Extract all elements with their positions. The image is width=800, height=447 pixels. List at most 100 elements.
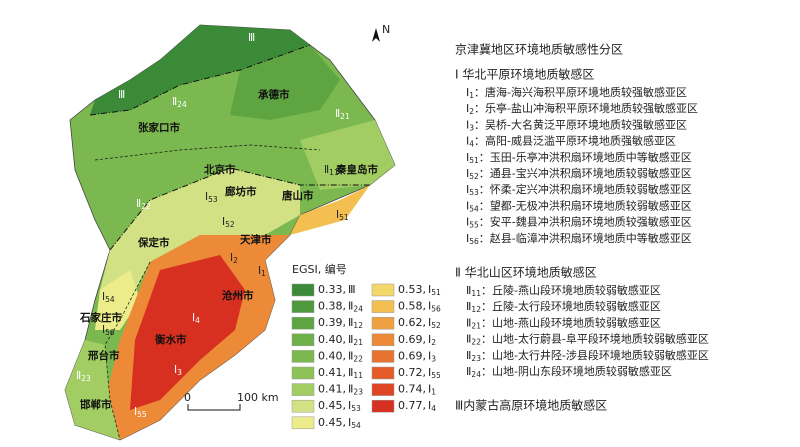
zone-item: Ⅰ52：通县-宝兴冲洪积扇环境地质较弱敏感亚区 (466, 166, 692, 181)
code: Ⅱ (90, 258, 95, 270)
zone-label: Ⅰ4 (192, 312, 200, 325)
code: Ⅱ (466, 316, 471, 329)
code-sub: 51 (469, 156, 479, 165)
legend-swatch (371, 300, 395, 313)
legend-swatch (291, 300, 315, 313)
region-piedmont-south (95, 270, 140, 330)
zone-label: Ⅰ3 (174, 364, 182, 377)
city-label: 廊坊市 (225, 185, 257, 198)
zone-item: Ⅰ2：乐亭-盐山冲海积平原环境地质较强敏感亚区 (466, 101, 698, 116)
zone-label: Ⅰ1 (258, 265, 266, 278)
code-sub: 3 (469, 123, 474, 132)
city-label: 沧州市 (222, 289, 254, 302)
legend-value: 0.74, (398, 383, 426, 396)
code: Ⅱ (466, 349, 471, 362)
zone-label: Ⅰ56 (102, 324, 115, 337)
code: Ⅰ (205, 191, 208, 203)
legend-swatch (291, 333, 315, 347)
city-label: 保定市 (137, 236, 170, 249)
code-sub: 52 (469, 172, 479, 181)
zone-label: Ⅱ23 (76, 370, 91, 383)
code: Ⅲ (118, 89, 125, 101)
code-sub: 51 (339, 213, 349, 222)
zone-description: ：赵县-临漳冲洪积扇环境地质中等敏感亚区 (479, 231, 692, 245)
zone-label: Ⅱ22 (136, 198, 151, 211)
legend-code: Ⅲ (348, 283, 356, 296)
code-sub: 54 (105, 295, 115, 304)
legend-swatch (291, 399, 315, 413)
section-title: Ⅱ 华北山区环境地质敏感区 (455, 265, 597, 280)
scale-bar: 0 100 km (184, 391, 279, 411)
zone-description: ：丘陵-太行段环境地质较弱敏感亚区 (481, 299, 661, 313)
code-sub: 54 (469, 204, 479, 213)
legend-code: Ⅰ2 (428, 333, 436, 347)
code: Ⅰ (428, 333, 431, 346)
code: Ⅰ (466, 151, 469, 164)
zone-description: ：唐海-海兴海积平原环境地质较强敏感亚区 (474, 85, 687, 99)
code: Ⅱ (324, 164, 329, 176)
zone-label: Ⅲ (118, 89, 125, 101)
zone-item: Ⅱ24：山地-阴山东段环境地质较弱敏感亚区 (466, 364, 672, 379)
code: Ⅰ (428, 300, 431, 313)
legend-swatch (371, 333, 395, 347)
zone-label: Ⅱ11 (324, 164, 339, 177)
zone-description: ：山地-阴山东段环境地质较弱敏感亚区 (481, 364, 672, 378)
zone-item: Ⅱ22：山地-太行蔚县-阜平段环境地质较弱敏感亚区 (466, 332, 709, 347)
code: Ⅱ (76, 370, 81, 382)
code: Ⅰ (466, 216, 469, 229)
legend-code: Ⅰ56 (428, 300, 441, 314)
city-label: 承德市 (258, 88, 290, 101)
zone-item: Ⅱ11：丘陵-燕山段环境地质较弱敏感亚区 (466, 283, 661, 298)
legend-code: Ⅰ4 (428, 399, 436, 413)
zone-description: ：通县-宝兴冲洪积扇环境地质较弱敏感亚区 (479, 166, 692, 180)
code-sub: 56 (105, 328, 115, 337)
code: Ⅱ (466, 284, 471, 297)
zone-description: ：山地-太行蔚县-阜平段环境地质较弱敏感亚区 (481, 332, 709, 346)
code-sub: 22 (141, 202, 151, 211)
legend-value: 0.41, (318, 366, 346, 379)
code: Ⅰ (230, 252, 233, 264)
legend-swatch (291, 316, 315, 330)
zoning-title: 京津冀地区环境地质敏感性分区 (455, 42, 623, 57)
city-label: 唐山市 (282, 189, 314, 202)
code: Ⅰ (336, 209, 339, 221)
legend-code: Ⅰ1 (428, 383, 436, 397)
code-sub: 11 (353, 371, 363, 380)
legend-value: 0.69, (398, 349, 426, 362)
code-sub: 4 (195, 316, 200, 325)
map: 承德市 张家口市 北京市 秦皇岛市 廊坊市 唐山市 保定市 天津市 沧州市 石家… (64, 23, 396, 441)
code-sub: 3 (177, 368, 182, 377)
code: Ⅰ (428, 383, 431, 396)
code-sub: 12 (353, 321, 363, 330)
legend-swatch (371, 316, 395, 330)
code-sub: 11 (329, 168, 339, 177)
code: Ⅱ (348, 366, 353, 379)
code-sub: 21 (340, 112, 350, 121)
legend-code: Ⅱ22 (348, 349, 363, 363)
code: Ⅲ (348, 283, 356, 296)
code: Ⅱ (466, 300, 471, 313)
zone-item: Ⅰ3：吴桥-大名黄泛平原环境地质较强敏感亚区 (466, 117, 687, 132)
code: Ⅰ (348, 416, 351, 429)
code-sub: 21 (471, 321, 481, 330)
zone-item: Ⅰ4：高阳-威县泛滥平原环境地质强敏感亚区 (466, 134, 676, 149)
code: Ⅰ (258, 265, 261, 277)
code-sub: 55 (137, 410, 147, 419)
legend-value: 0.39, (318, 316, 346, 329)
code-sub: 24 (471, 370, 481, 379)
legend-value: 0.45, (318, 399, 346, 412)
legend-value: 0.40, (318, 333, 346, 346)
legend-title: EGSI, 编号 (292, 262, 347, 276)
legend-swatch (291, 383, 315, 396)
code-sub: 1 (431, 388, 436, 397)
code: Ⅰ (192, 312, 195, 324)
code-sub: 22 (353, 354, 363, 363)
zone-item: Ⅰ56：赵县-临漳冲洪积扇环境地质中等敏感亚区 (466, 231, 692, 246)
legend-code: Ⅱ24 (348, 300, 363, 314)
code-sub: 56 (431, 305, 441, 314)
code: Ⅱ (348, 333, 353, 346)
code: Ⅰ (102, 324, 105, 336)
code: Ⅰ (466, 102, 469, 115)
zone-item: Ⅰ53：怀柔-定兴冲洪积扇环境地质较弱敏感亚区 (466, 182, 692, 197)
